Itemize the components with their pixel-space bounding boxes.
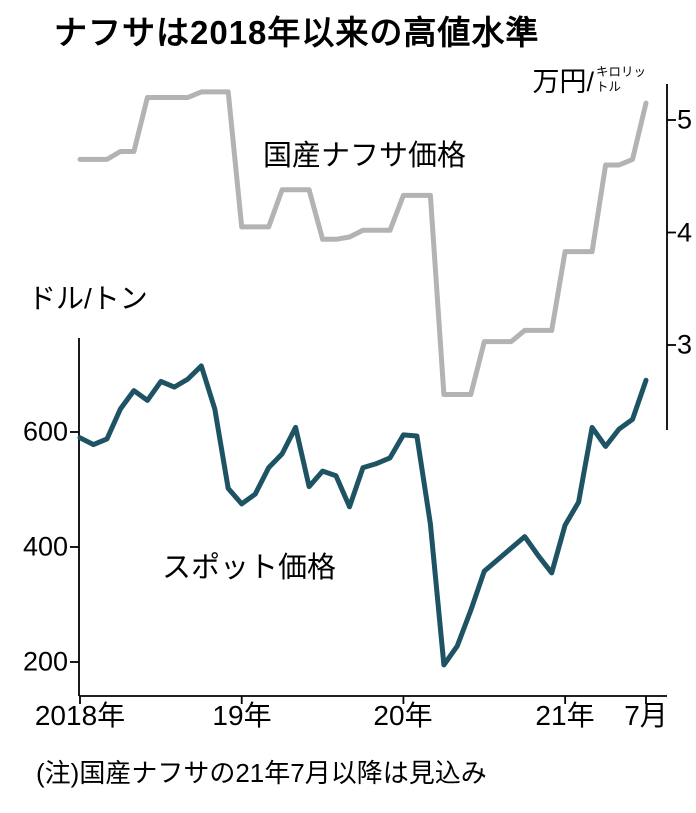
right-axis-unit-small: キロリッ トル [596, 65, 646, 94]
naphtha-price-line [77, 89, 649, 397]
right-axis-unit-small-bottom: トル [595, 79, 621, 94]
axis-ticks [70, 119, 676, 704]
right-axis-unit-main: 万円/ [532, 67, 594, 97]
right-axis-tick-5: 5 [677, 104, 693, 135]
left-axis-tick-400: 400 [22, 531, 68, 562]
spot-series-label: スポット価格 [162, 552, 337, 584]
chart-title: ナフサは2018年以来の高値水準 [54, 14, 540, 51]
left-axis-tick-600: 600 [22, 416, 68, 447]
x-axis-label-2018: 2018年 [34, 700, 126, 731]
x-axis-label-20: 20年 [373, 700, 433, 731]
footnote: (注)国産ナフサの21年7月以降は見込み [36, 758, 487, 788]
spot-price-line [77, 363, 649, 668]
right-axis-unit-small-top: キロリッ [595, 65, 646, 80]
naphtha-series-label: 国産ナフサ価格 [263, 140, 467, 172]
left-axis-tick-200: 200 [22, 646, 68, 677]
right-axis-unit-label: 万円/ キロリッ トル [532, 60, 646, 99]
x-axis-label-21: 21年 [535, 700, 595, 731]
left-axis-unit-label: ドル/トン [28, 283, 148, 314]
right-axis-tick-3: 3 [677, 329, 693, 360]
x-axis-label-19: 19年 [212, 700, 272, 731]
x-axis-label-jul: 7月 [624, 700, 668, 731]
right-axis-tick-4: 4 [677, 217, 693, 247]
